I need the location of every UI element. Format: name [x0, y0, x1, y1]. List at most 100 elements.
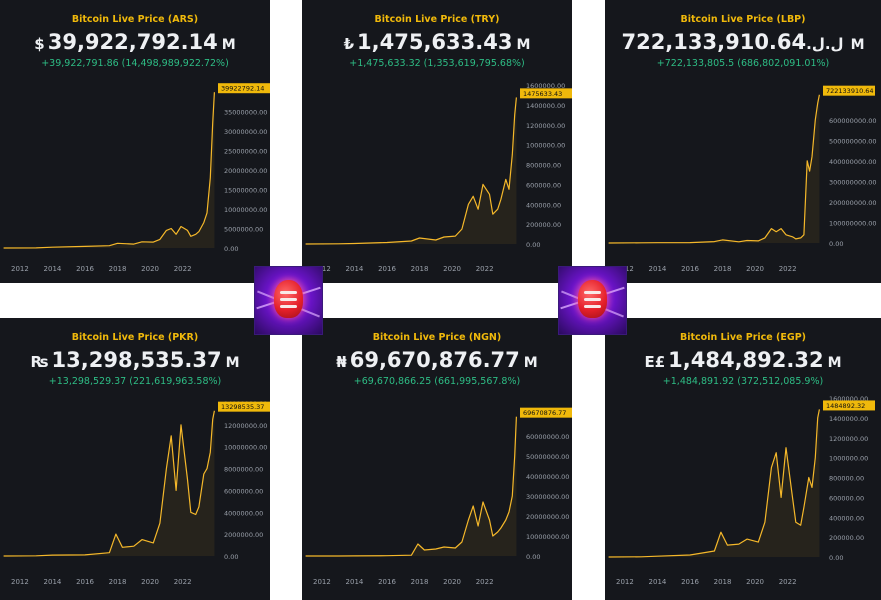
y-tick-label: 0.00: [526, 553, 540, 561]
price-row: ل.ل.722,133,910.64 M: [605, 30, 881, 54]
series-line: [305, 416, 517, 557]
x-tick-label: 2018: [411, 265, 429, 273]
current-price-tag-label: 39922792.14: [221, 85, 264, 93]
current-price-tag-label: 1484892.32: [826, 402, 865, 410]
x-tick-label: 2014: [44, 265, 62, 273]
current-price: 13,298,535.37: [51, 348, 222, 372]
fist-logo-right: [558, 266, 627, 335]
price-row: $39,922,792.14 M: [0, 30, 270, 54]
price-change: +722,133,805.5 (686,802,091.01%): [656, 58, 830, 69]
x-tick-label: 2014: [649, 578, 667, 586]
y-tick-label: 1000000.00: [526, 142, 565, 150]
y-tick-label: 200000.00: [829, 534, 864, 542]
price-change: +13,298,529.37 (221,619,963.58%): [48, 376, 222, 387]
y-tick-label: 2000000.00: [224, 531, 263, 539]
current-price-tag-label: 722133910.64: [826, 87, 874, 95]
price-change: +1,475,633.32 (1,353,619,795.68%): [349, 58, 525, 69]
x-tick-label: 2012: [616, 578, 634, 586]
price-row: ₦ 69,670,876.77 M: [302, 348, 572, 372]
x-tick-label: 2022: [779, 578, 797, 586]
y-tick-label: 0.00: [526, 241, 540, 249]
y-tick-label: 1200000.00: [829, 435, 868, 443]
x-tick-label: 2012: [11, 265, 29, 273]
y-tick-label: 800000.00: [829, 475, 864, 483]
y-tick-label: 1200000.00: [526, 122, 565, 130]
x-tick-label: 2020: [443, 265, 461, 273]
series-line: [608, 409, 820, 558]
price-unit: M: [827, 355, 842, 371]
current-price: 1,475,633.43: [357, 30, 513, 54]
x-tick-label: 2016: [378, 578, 396, 586]
series-line: [3, 92, 215, 249]
currency-symbol: ₨: [30, 353, 49, 371]
current-price-tag: [520, 88, 572, 99]
x-tick-label: 2022: [174, 265, 192, 273]
current-price-tag: [218, 83, 270, 94]
price-chart: 35000000.00 30000000.00 25000000.00 2000000…: [3, 83, 270, 273]
y-tick-label: 0.00: [829, 240, 843, 248]
price-chart: 1600000.00 1400000.00 1200000.00 1000000.00…: [608, 395, 875, 586]
price-unit: M: [225, 355, 240, 371]
price-unit: M: [221, 37, 236, 53]
chart-title: Bitcoin Live Price (EGP): [680, 332, 806, 343]
price-row: E£ 1,484,892.32 M: [605, 348, 881, 372]
x-tick-label: 2022: [779, 265, 797, 273]
y-tick-label: 35000000.00: [224, 108, 267, 116]
current-price: 722,133,910.64: [621, 30, 807, 54]
x-tick-label: 2012: [313, 578, 331, 586]
y-tick-label: 200000.00: [526, 221, 561, 229]
y-tick-label: 500000000.00: [829, 137, 877, 145]
y-tick-label: 0.00: [829, 554, 843, 562]
price-chart: 14000000.0012000000.0010000000.008000000…: [3, 400, 270, 586]
y-tick-label: 8000000.00: [224, 466, 263, 474]
price-chart: 1600000.00 1400000.00 1200000.00 1000000.00…: [305, 82, 572, 273]
y-tick-label: 300000000.00: [829, 178, 877, 186]
price-chart: 600000000.00 500000000.00 400000000.00 3000…: [608, 85, 877, 273]
current-price: 69,670,876.77: [349, 348, 520, 372]
price-unit: M: [850, 37, 865, 53]
y-tick-label: 4000000.00: [224, 509, 263, 517]
y-tick-label: 10000000.00: [224, 206, 267, 214]
x-tick-label: 2018: [714, 265, 732, 273]
currency-symbol: E£: [644, 353, 666, 371]
series-area: [608, 409, 820, 557]
chart-panel: Bitcoin Live Price (ARS) $39,922,792.14 M +…: [0, 0, 270, 283]
y-tick-label: 6000000.00: [224, 487, 263, 495]
x-tick-label: 2016: [378, 265, 396, 273]
y-tick-label: 15000000.00: [224, 186, 267, 194]
y-tick-label: 200000000.00: [829, 199, 877, 207]
y-tick-label: 30000000.00: [224, 128, 267, 136]
current-price-tag: [520, 407, 572, 418]
currency-symbol: $: [34, 35, 45, 53]
x-tick-label: 2020: [141, 578, 159, 586]
y-tick-label: 0.00: [224, 245, 238, 253]
series-area: [305, 97, 517, 245]
price-change: +69,670,866.25 (661,995,567.8%): [353, 376, 521, 387]
series-line: [3, 410, 215, 557]
current-price-tag-label: 1475633.43: [523, 90, 562, 98]
chart-panel: Bitcoin Live Price (EGP) E£ 1,484,892.32 M +…: [605, 318, 881, 600]
y-tick-label: 1600000.00: [526, 82, 565, 90]
x-tick-label: 2016: [76, 265, 94, 273]
y-tick-label: 400000.00: [829, 514, 864, 522]
fist-logo-left: [254, 266, 323, 335]
series-line: [305, 97, 517, 245]
currency-symbol: ₦: [336, 353, 347, 371]
x-tick-label: 2012: [11, 578, 29, 586]
chart-panel: Bitcoin Live Price (TRY) ₺ 1,475,633.43 M +1…: [302, 0, 572, 283]
x-tick-label: 2016: [681, 578, 699, 586]
price-unit: M: [523, 355, 538, 371]
x-tick-label: 2018: [411, 578, 429, 586]
y-tick-label: 5000000.00: [224, 225, 263, 233]
y-tick-label: 400000000.00: [829, 158, 877, 166]
series-area: [608, 94, 820, 243]
series-line: [608, 94, 820, 244]
series-area: [3, 410, 215, 556]
price-change: +39,922,791.86 (14,498,989,922.72%): [41, 58, 229, 69]
price-row: ₺ 1,475,633.43 M: [302, 30, 572, 54]
y-tick-label: 10000000.00: [526, 533, 569, 541]
current-price-tag: [823, 85, 875, 96]
x-tick-label: 2016: [681, 265, 699, 273]
price-row: ₨ 13,298,535.37 M: [0, 348, 270, 372]
price-chart: 60000000.00 50000000.00 40000000.00 3000000…: [305, 407, 572, 586]
